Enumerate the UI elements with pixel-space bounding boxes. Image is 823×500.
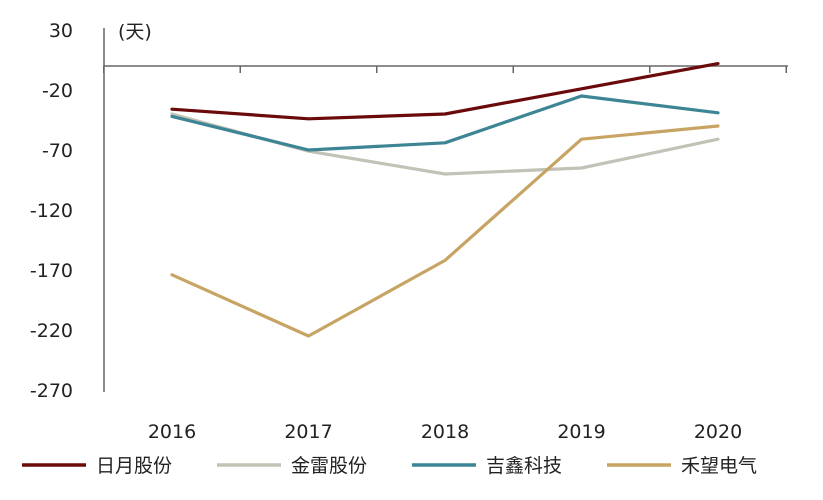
y-tick-label: -70 bbox=[42, 140, 73, 162]
series-lines bbox=[170, 61, 720, 338]
legend: 日月股份 金雷股份 吉鑫科技 禾望电气 bbox=[22, 455, 757, 477]
y-tick-label: 30 bbox=[49, 20, 73, 42]
y-tick-label: -20 bbox=[42, 80, 73, 102]
x-tick-label: 2020 bbox=[694, 421, 742, 443]
legend-label: 吉鑫科技 bbox=[486, 455, 562, 477]
y-tick-label: -270 bbox=[30, 380, 73, 402]
x-tick-label: 2017 bbox=[284, 421, 332, 443]
y-unit-label: (天) bbox=[118, 21, 152, 43]
series-line-4 bbox=[170, 124, 720, 338]
series-line-1 bbox=[170, 61, 720, 121]
y-axis: 30 -20 -70 -120 -170 -220 -270 bbox=[30, 20, 105, 402]
legend-label: 日月股份 bbox=[96, 455, 172, 477]
y-tick-label: -220 bbox=[30, 320, 73, 342]
x-tick-label: 2019 bbox=[557, 421, 605, 443]
x-axis: 2016 2017 2018 2019 2020 bbox=[103, 65, 788, 443]
x-tick-label: 2016 bbox=[148, 421, 196, 443]
legend-label: 金雷股份 bbox=[291, 455, 367, 477]
legend-label: 禾望电气 bbox=[681, 455, 757, 477]
x-tick-label: 2018 bbox=[421, 421, 469, 443]
y-tick-label: -170 bbox=[30, 260, 73, 282]
series-line-3 bbox=[170, 94, 720, 152]
y-tick-label: -120 bbox=[30, 200, 73, 222]
